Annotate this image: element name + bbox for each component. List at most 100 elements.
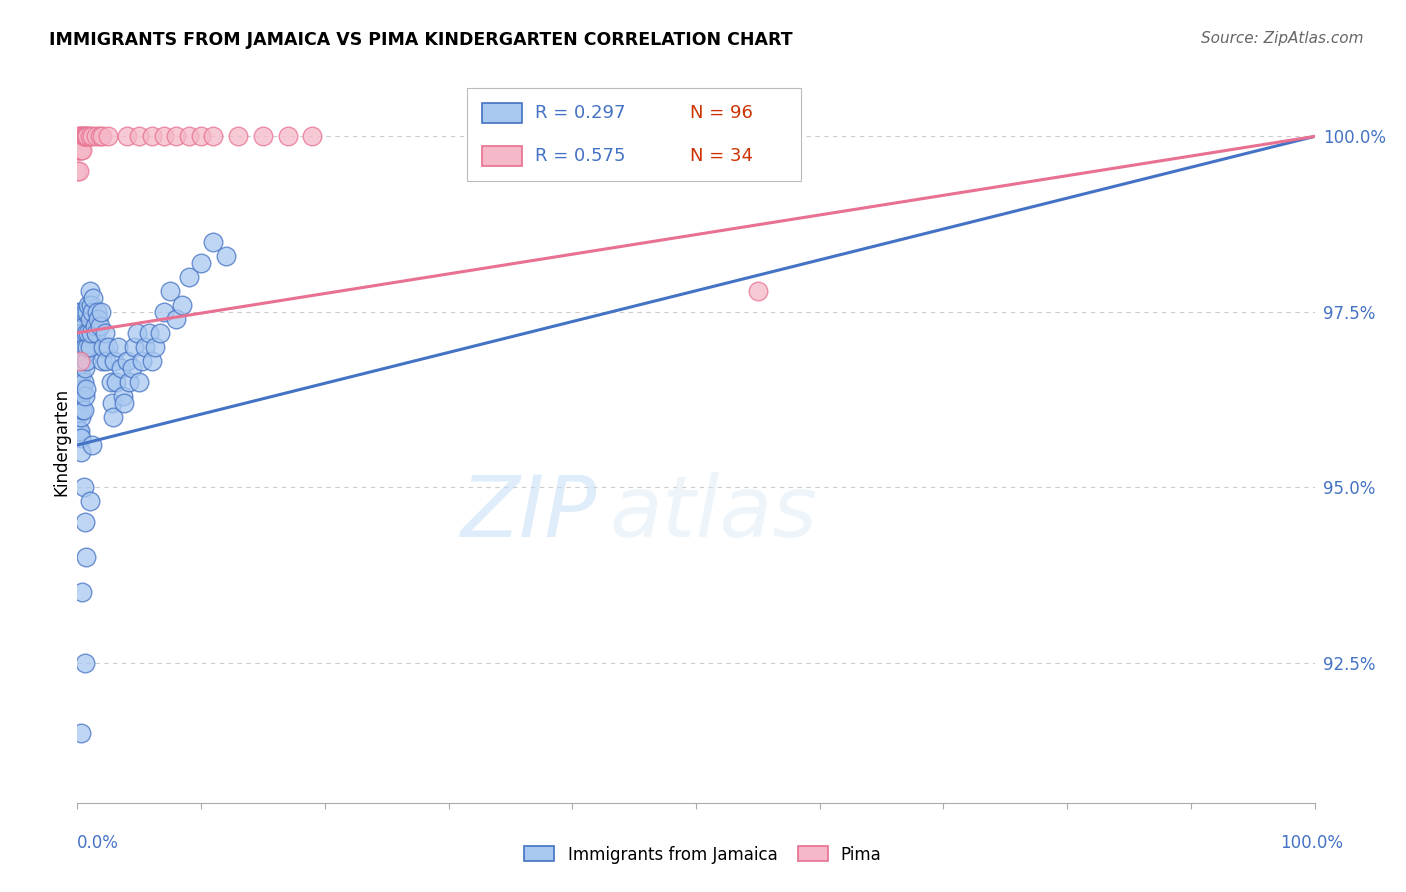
Text: N = 34: N = 34 [690,147,752,165]
Point [80,326,103,340]
Bar [482,103,522,123]
Point [67,375,90,389]
Point [72,585,94,599]
Text: 100.0%: 100.0% [1279,834,1343,852]
Point [141,354,163,368]
Point [86,305,108,319]
Text: R = 0.575: R = 0.575 [536,147,626,165]
Point [67,396,90,410]
Point [76,340,98,354]
Point [66,375,89,389]
Point [79,494,101,508]
Point [84,326,107,340]
Point [69,396,91,410]
Point [72,480,94,494]
Point [72,326,94,340]
Text: atlas: atlas [609,472,817,556]
Point [177,129,200,144]
Point [159,284,181,298]
Point [165,311,187,326]
Point [72,382,94,396]
Point [69,326,91,340]
Point [103,354,125,368]
Text: 0.0%: 0.0% [77,834,120,852]
Point [70,305,93,319]
Point [72,354,94,368]
Point [73,340,96,354]
Point [215,249,238,263]
Point [70,431,93,445]
Point [72,375,94,389]
Point [67,164,90,178]
Point [91,354,114,368]
Text: ZIP: ZIP [461,472,598,556]
Point [190,255,212,269]
Point [747,284,769,298]
Point [69,354,91,368]
Point [70,129,93,144]
Point [72,318,94,333]
Point [115,354,138,368]
Point [73,656,96,670]
Point [94,354,117,368]
Point [121,360,143,375]
Point [82,129,104,144]
Point [165,129,187,144]
Point [67,424,90,438]
Point [66,424,89,438]
Point [70,445,93,459]
Point [72,403,94,417]
Point [72,129,94,144]
Point [70,725,93,739]
Point [134,340,156,354]
FancyBboxPatch shape [467,87,801,181]
Point [90,305,112,319]
Point [75,354,97,368]
Point [75,550,97,565]
Point [72,144,94,158]
Point [202,235,225,249]
Point [67,354,90,368]
Text: Source: ZipAtlas.com: Source: ZipAtlas.com [1201,31,1364,46]
Point [70,144,93,158]
Point [73,515,96,529]
Point [83,318,105,333]
Point [79,311,101,326]
Text: R = 0.297: R = 0.297 [536,103,626,122]
Point [79,284,101,298]
Point [66,340,89,354]
Legend: Immigrants from Jamaica, Pima: Immigrants from Jamaica, Pima [517,839,889,871]
Point [73,129,96,144]
Point [89,318,111,333]
Point [153,305,176,319]
Text: IMMIGRANTS FROM JAMAICA VS PIMA KINDERGARTEN CORRELATION CHART: IMMIGRANTS FROM JAMAICA VS PIMA KINDERGA… [49,31,793,49]
Point [73,389,96,403]
Point [79,129,101,144]
Point [77,298,100,312]
Point [301,129,323,144]
Point [138,326,160,340]
Point [104,375,127,389]
Point [122,340,145,354]
Point [69,375,91,389]
Point [91,129,114,144]
Point [69,129,91,144]
Point [72,403,94,417]
Point [110,360,132,375]
Point [131,354,153,368]
Point [202,129,225,144]
Point [82,438,104,452]
Point [69,424,91,438]
Point [79,340,101,354]
Point [107,340,129,354]
Point [89,129,111,144]
Point [87,311,110,326]
Point [252,129,274,144]
Point [190,129,212,144]
Point [143,340,166,354]
Point [66,389,89,403]
Point [112,389,135,403]
Point [177,269,200,284]
Point [66,354,89,368]
Point [100,375,122,389]
